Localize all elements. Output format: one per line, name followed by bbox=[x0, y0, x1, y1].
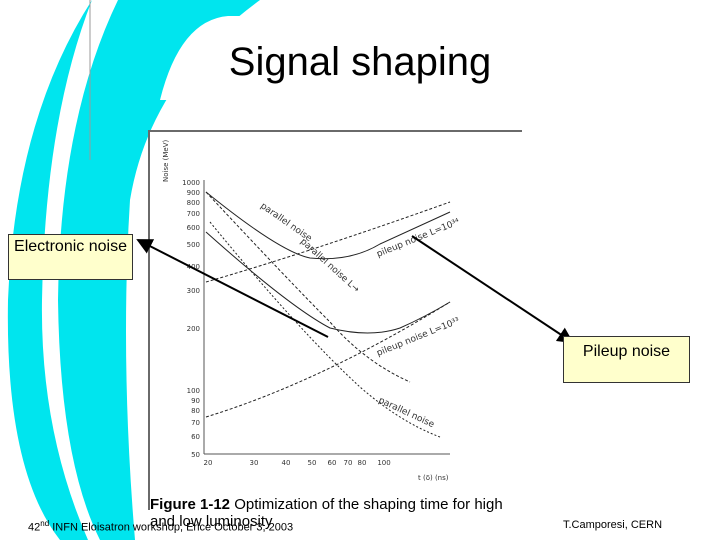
noise-plot-svg: Noise (MeV) 1000 900 800 700 600 500 400 300 200… bbox=[162, 139, 462, 482]
white-inner-arc bbox=[41, 0, 119, 540]
y-tick-labels: 1000 900 800 700 600 500 400 300 200 100 90 80 70 60 5… bbox=[182, 179, 200, 459]
y-tick-label: 500 bbox=[187, 241, 200, 249]
electronic-noise-arrow bbox=[136, 239, 329, 338]
y-tick-label: 100 bbox=[187, 387, 200, 395]
electronic-noise-callout: Electronic noise bbox=[8, 234, 133, 280]
y-tick-label: 900 bbox=[187, 189, 200, 197]
y-tick-label: 80 bbox=[191, 407, 200, 415]
y-tick-label: 700 bbox=[187, 210, 200, 218]
lower-parallel-noise-curve bbox=[209, 221, 441, 438]
footer-event-text: INFN Eloisatron workshop, Erice October … bbox=[52, 521, 294, 534]
title-bar-shape bbox=[160, 16, 710, 100]
y-tick-label: 60 bbox=[191, 433, 200, 441]
caption-text: Optimization of the shaping time for hig… bbox=[150, 496, 503, 530]
y-tick-label: 1000 bbox=[182, 179, 200, 187]
x-tick-label: 60 bbox=[328, 459, 337, 467]
x-tick-label: 30 bbox=[250, 459, 259, 467]
slide-title: Signal shaping bbox=[228, 40, 492, 84]
footer-author: T.Camporesi, CERN bbox=[563, 519, 663, 531]
x-tick-label: 100 bbox=[377, 459, 390, 467]
footer-left: 42nd INFN Eloisatron workshop, Erice Oct… bbox=[28, 519, 293, 534]
y-tick-label: 400 bbox=[187, 263, 200, 271]
x-tick-label: 80 bbox=[358, 459, 367, 467]
y-tick-label: 300 bbox=[187, 287, 200, 295]
footer-ordinal-suffix: nd bbox=[40, 519, 50, 528]
x-tick-label: 40 bbox=[282, 459, 291, 467]
x-tick-label: 70 bbox=[344, 459, 353, 467]
lower-total-noise-curve bbox=[205, 231, 451, 334]
pileup-noise-callout: Pileup noise bbox=[563, 336, 690, 383]
y-tick-label: 50 bbox=[191, 451, 200, 459]
upper-total-noise-curve bbox=[205, 191, 451, 260]
lower-pileup-noise-curve bbox=[205, 301, 451, 418]
x-tick-label: 50 bbox=[308, 459, 317, 467]
footer-ordinal: 42 bbox=[28, 521, 41, 534]
x-axis-label: t (δ) (ns) bbox=[418, 474, 449, 482]
caption-label: Figure 1-12 bbox=[150, 496, 231, 513]
y-tick-label: 800 bbox=[187, 199, 200, 207]
y-tick-label: 200 bbox=[187, 325, 200, 333]
y-tick-label: 70 bbox=[191, 419, 200, 427]
noise-plot-figure: Noise (MeV) 1000 900 800 700 600 500 400 300 200… bbox=[148, 130, 522, 510]
y-tick-label: 600 bbox=[187, 224, 200, 232]
y-axis-label: Noise (MeV) bbox=[162, 139, 170, 182]
pileup-noise-arrow bbox=[411, 235, 574, 344]
upper-parallel-noise-curve bbox=[205, 191, 411, 383]
y-tick-label: 90 bbox=[191, 397, 200, 405]
figure-caption: Figure 1-12 Optimization of the shaping … bbox=[150, 496, 530, 530]
x-tick-label: 20 bbox=[204, 459, 213, 467]
x-tick-labels: 20 30 40 50 60 70 80 100 bbox=[204, 459, 391, 467]
